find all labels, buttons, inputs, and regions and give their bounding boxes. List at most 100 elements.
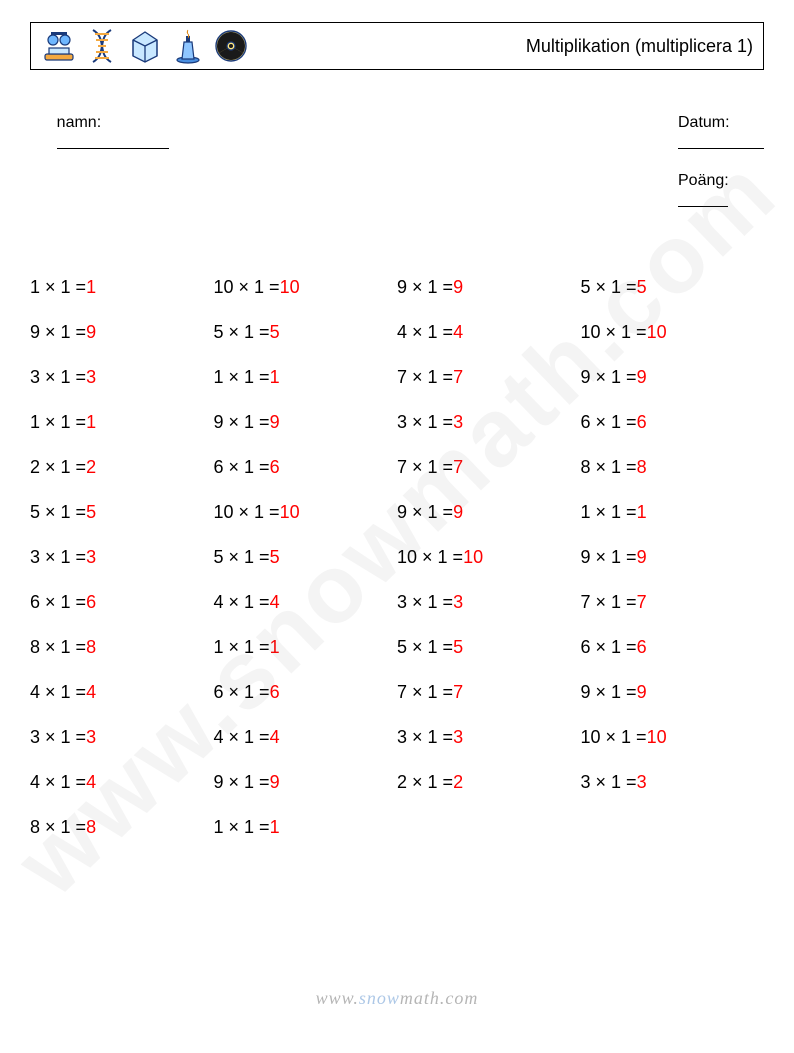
problem-item: 10 × 1 = 10 [214, 489, 398, 534]
problem-answer: 5 [86, 503, 96, 521]
problem-expression: 9 × 1 = [581, 368, 637, 386]
problem-expression: 1 × 1 = [214, 638, 270, 656]
problem-item: 7 × 1 = 7 [581, 579, 765, 624]
problems-column: 10 × 1 = 105 × 1 = 51 × 1 = 19 × 1 = 96 … [214, 264, 398, 849]
problem-item: 5 × 1 = 5 [214, 534, 398, 579]
burner-icon [173, 28, 203, 64]
problem-item: 9 × 1 = 9 [214, 759, 398, 804]
footer-url: www.snowmath.com [0, 988, 794, 1009]
problem-answer: 7 [453, 683, 463, 701]
problem-expression: 5 × 1 = [581, 278, 637, 296]
problem-answer: 5 [270, 548, 280, 566]
date-blank [678, 132, 764, 149]
info-row: namn: Datum: Poäng: [30, 96, 764, 230]
problem-item: 5 × 1 = 5 [214, 309, 398, 354]
name-field: namn: [30, 96, 169, 230]
problem-item: 7 × 1 = 7 [397, 354, 581, 399]
problem-item: 1 × 1 = 1 [30, 399, 214, 444]
problem-item: 3 × 1 = 3 [30, 534, 214, 579]
problem-answer: 1 [86, 413, 96, 431]
problem-item: 6 × 1 = 6 [214, 444, 398, 489]
problem-answer: 3 [637, 773, 647, 791]
problem-item: 7 × 1 = 7 [397, 669, 581, 714]
problem-item: 6 × 1 = 6 [581, 399, 765, 444]
problems-column: 1 × 1 = 19 × 1 = 93 × 1 = 31 × 1 = 12 × … [30, 264, 214, 849]
problem-item: 7 × 1 = 7 [397, 444, 581, 489]
problem-item: 9 × 1 = 9 [581, 354, 765, 399]
problem-answer: 4 [270, 728, 280, 746]
footer-prefix: www. [316, 988, 359, 1008]
problem-expression: 10 × 1 = [214, 278, 280, 296]
problem-expression: 1 × 1 = [30, 278, 86, 296]
problem-answer: 9 [453, 278, 463, 296]
header-box: Multiplikation (multiplicera 1) [30, 22, 764, 70]
date-score-fields: Datum: Poäng: [651, 96, 764, 230]
problem-item: 1 × 1 = 1 [214, 354, 398, 399]
problem-expression: 6 × 1 = [581, 413, 637, 431]
problem-item: 3 × 1 = 3 [30, 714, 214, 759]
problem-item: 2 × 1 = 2 [30, 444, 214, 489]
problem-expression: 4 × 1 = [214, 728, 270, 746]
problem-answer: 8 [86, 818, 96, 836]
score-label: Poäng: [678, 172, 729, 189]
problem-item: 4 × 1 = 4 [214, 579, 398, 624]
problem-answer: 7 [453, 458, 463, 476]
problem-expression: 6 × 1 = [214, 458, 270, 476]
problem-expression: 8 × 1 = [30, 638, 86, 656]
problem-answer: 4 [86, 773, 96, 791]
problem-expression: 5 × 1 = [30, 503, 86, 521]
problem-expression: 7 × 1 = [397, 458, 453, 476]
radiation-icon [213, 28, 249, 64]
dna-icon [87, 28, 117, 64]
problem-answer: 1 [86, 278, 96, 296]
problem-item: 6 × 1 = 6 [30, 579, 214, 624]
problem-expression: 7 × 1 = [397, 683, 453, 701]
problem-item: 2 × 1 = 2 [397, 759, 581, 804]
problem-answer: 9 [86, 323, 96, 341]
problem-expression: 4 × 1 = [397, 323, 453, 341]
problem-item: 10 × 1 = 10 [581, 309, 765, 354]
problem-answer: 3 [453, 728, 463, 746]
problem-answer: 8 [86, 638, 96, 656]
problem-answer: 4 [86, 683, 96, 701]
problem-answer: 6 [637, 413, 647, 431]
problem-expression: 4 × 1 = [214, 593, 270, 611]
problem-item: 9 × 1 = 9 [581, 534, 765, 579]
problem-expression: 9 × 1 = [30, 323, 86, 341]
problem-expression: 10 × 1 = [397, 548, 463, 566]
problem-expression: 10 × 1 = [581, 323, 647, 341]
problem-answer: 8 [637, 458, 647, 476]
problem-expression: 5 × 1 = [397, 638, 453, 656]
problem-answer: 4 [453, 323, 463, 341]
problem-expression: 6 × 1 = [214, 683, 270, 701]
problem-expression: 3 × 1 = [581, 773, 637, 791]
footer-highlight: snow [359, 988, 400, 1008]
problem-expression: 5 × 1 = [214, 548, 270, 566]
problem-expression: 3 × 1 = [397, 728, 453, 746]
problem-expression: 9 × 1 = [581, 548, 637, 566]
problem-item: 8 × 1 = 8 [30, 804, 214, 849]
problem-answer: 10 [280, 503, 300, 521]
problem-answer: 3 [86, 368, 96, 386]
problem-answer: 3 [453, 593, 463, 611]
problem-answer: 4 [270, 593, 280, 611]
problem-expression: 7 × 1 = [581, 593, 637, 611]
problem-expression: 6 × 1 = [30, 593, 86, 611]
cube-icon [127, 28, 163, 64]
problem-item: 10 × 1 = 10 [581, 714, 765, 759]
problem-answer: 5 [637, 278, 647, 296]
problems-column: 5 × 1 = 510 × 1 = 109 × 1 = 96 × 1 = 68 … [581, 264, 765, 849]
problem-item: 6 × 1 = 6 [214, 669, 398, 714]
problem-answer: 1 [637, 503, 647, 521]
problem-expression: 9 × 1 = [397, 278, 453, 296]
score-blank [678, 190, 728, 207]
problem-item: 1 × 1 = 1 [214, 804, 398, 849]
problem-expression: 1 × 1 = [581, 503, 637, 521]
problem-item: 4 × 1 = 4 [30, 669, 214, 714]
footer-suffix: math.com [400, 988, 479, 1008]
problem-answer: 10 [280, 278, 300, 296]
problem-item: 1 × 1 = 1 [581, 489, 765, 534]
problem-answer: 6 [637, 638, 647, 656]
problem-answer: 9 [270, 413, 280, 431]
problem-item: 3 × 1 = 3 [581, 759, 765, 804]
